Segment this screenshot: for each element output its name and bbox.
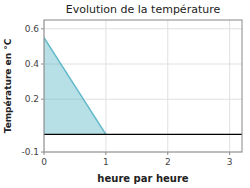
tick-label: 0 (41, 157, 47, 167)
grid-line (105, 20, 106, 152)
tick-label: 3 (227, 157, 233, 167)
chart: Evolution de la température -0.1 0.2 0.4 0.6… (0, 0, 250, 188)
area (44, 38, 106, 135)
tick-label: 0.4 (25, 59, 40, 69)
tick-label: 0.6 (25, 24, 40, 34)
grid-line (44, 64, 242, 65)
y-axis-label: Température en °C (3, 38, 13, 133)
baseline (44, 134, 242, 135)
grid-line (44, 28, 242, 29)
tick-label: 1 (103, 157, 109, 167)
tick-label: 2 (165, 157, 171, 167)
grid-line (167, 20, 168, 152)
plot-area (44, 38, 106, 135)
title: Evolution de la température (66, 3, 221, 16)
tick-label: 0.2 (25, 94, 39, 104)
x-axis-label: heure par heure (97, 173, 188, 184)
plot-frame (44, 20, 242, 152)
line (44, 38, 106, 135)
tick-label: -0.1 (21, 147, 39, 157)
grid-line (229, 20, 230, 152)
